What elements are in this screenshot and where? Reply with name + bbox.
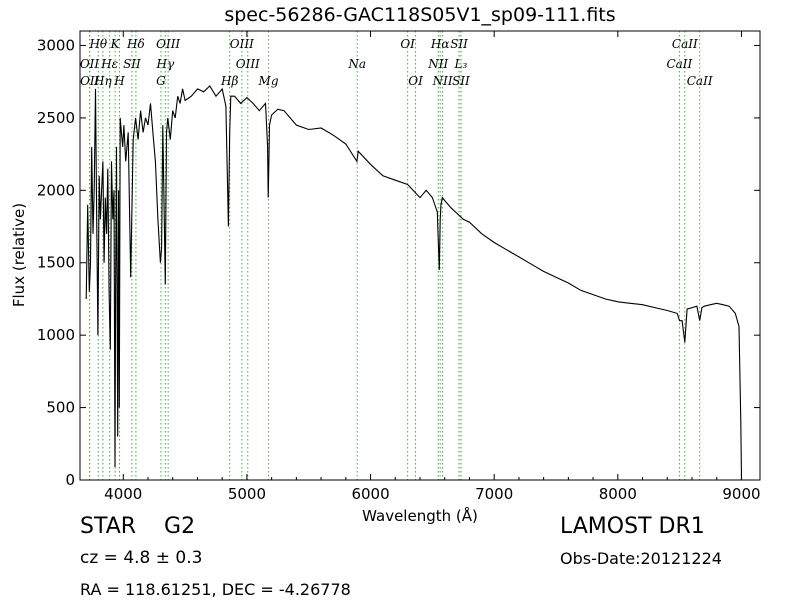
line-label: SII <box>123 57 141 71</box>
spectrum-line <box>85 85 743 481</box>
line-label: OII <box>80 57 100 71</box>
line-label: OI <box>408 74 423 88</box>
object-subclass: G2 <box>164 514 196 539</box>
line-label: Na <box>347 57 366 71</box>
chart-title: spec-56286-GAC118S05V1_sp09-111.fits <box>224 4 616 26</box>
line-label: Hθ <box>88 37 107 51</box>
survey-name: LAMOST DR1 <box>560 514 705 539</box>
line-label: L₃ <box>454 57 468 71</box>
y-tick-label: 1000 <box>37 326 75 344</box>
y-axis-label: Flux (relative) <box>10 203 28 307</box>
line-label: OIII <box>230 37 254 51</box>
line-label: CaII <box>687 74 713 88</box>
line-label: CaII <box>672 37 698 51</box>
line-label: H <box>113 74 125 88</box>
line-label: NII <box>427 57 448 71</box>
line-label: OII <box>80 74 100 88</box>
line-label: OIII <box>236 57 260 71</box>
x-axis: 4000 5000 6000 7000 8000 9000 <box>104 31 761 503</box>
coordinates: RA = 118.61251, DEC = -4.26778 <box>80 580 351 599</box>
line-label: Hη <box>93 74 112 88</box>
x-tick-label: 4000 <box>104 485 142 503</box>
x-tick-label: 5000 <box>228 485 266 503</box>
y-tick-label: 500 <box>46 399 75 417</box>
line-label: OI <box>400 37 415 51</box>
line-label: Mg <box>258 74 279 88</box>
y-axis: 0 500 1000 1500 2000 2500 3000 <box>37 36 760 489</box>
line-label: G <box>156 74 166 88</box>
line-label: SII <box>452 74 470 88</box>
line-label: Hδ <box>126 37 145 51</box>
redshift-text: cz = 4.8 ± 0.3 <box>80 548 203 568</box>
object-type: STAR <box>80 514 137 539</box>
line-label: Hα <box>430 37 450 51</box>
line-label: NII <box>432 74 453 88</box>
line-label: Hγ <box>155 57 174 71</box>
line-label: Hβ <box>220 74 238 88</box>
y-tick-label: 2500 <box>37 109 75 127</box>
x-tick-label: 8000 <box>599 485 637 503</box>
y-tick-label: 1500 <box>37 254 75 272</box>
y-tick-label: 2000 <box>37 181 75 199</box>
x-axis-label: Wavelength (Å) <box>362 506 478 525</box>
obs-date: Obs-Date:20121224 <box>560 549 722 568</box>
y-tick-label: 0 <box>65 471 75 489</box>
line-label: Hε <box>100 57 118 71</box>
x-tick-label: 7000 <box>475 485 513 503</box>
object-class: STAR G2 <box>80 514 195 539</box>
line-label: CaII <box>666 57 692 71</box>
y-tick-label: 3000 <box>37 36 75 54</box>
line-label: K <box>110 37 121 51</box>
x-tick-label: 6000 <box>351 485 389 503</box>
line-label: OIII <box>156 37 180 51</box>
plot-frame <box>79 30 761 481</box>
x-tick-label: 9000 <box>722 485 760 503</box>
line-label: SII <box>450 37 468 51</box>
